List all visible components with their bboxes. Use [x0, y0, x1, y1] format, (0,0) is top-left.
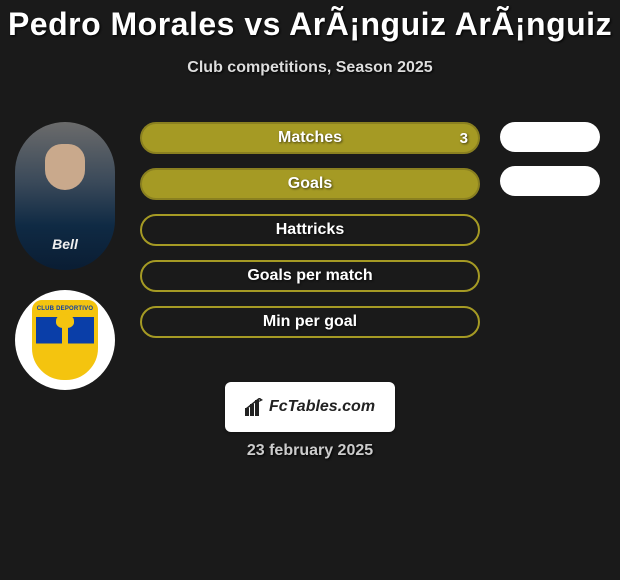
stat-bar: Goals per match	[140, 260, 480, 292]
stat-bar: Goals	[140, 168, 480, 200]
player1-club-badge	[15, 290, 115, 390]
stats-column: Matches 3 Goals Hattricks Goals per match Min…	[140, 122, 480, 338]
right-pill	[500, 122, 600, 152]
stat-value: 3	[460, 130, 468, 147]
stat-bar: Matches 3	[140, 122, 480, 154]
branding-badge: FcTables.com	[225, 382, 395, 432]
right-pills-column	[500, 122, 600, 196]
stat-bar: Hattricks	[140, 214, 480, 246]
player1-photo	[15, 122, 115, 270]
right-pill	[500, 166, 600, 196]
stat-label: Hattricks	[276, 221, 344, 239]
left-column	[10, 122, 120, 390]
club-shield-icon	[32, 300, 98, 380]
page-title: Pedro Morales vs ArÃ¡nguiz ArÃ¡nguiz	[0, 0, 620, 43]
stat-label: Min per goal	[263, 313, 357, 331]
stat-bar: Min per goal	[140, 306, 480, 338]
stat-label: Goals	[288, 175, 332, 193]
subtitle: Club competitions, Season 2025	[0, 59, 620, 77]
date-text: 23 february 2025	[0, 442, 620, 460]
stat-label: Matches	[278, 129, 342, 147]
stat-label: Goals per match	[247, 267, 372, 285]
branding-text: FcTables.com	[269, 398, 375, 416]
bar-chart-icon	[245, 398, 265, 416]
